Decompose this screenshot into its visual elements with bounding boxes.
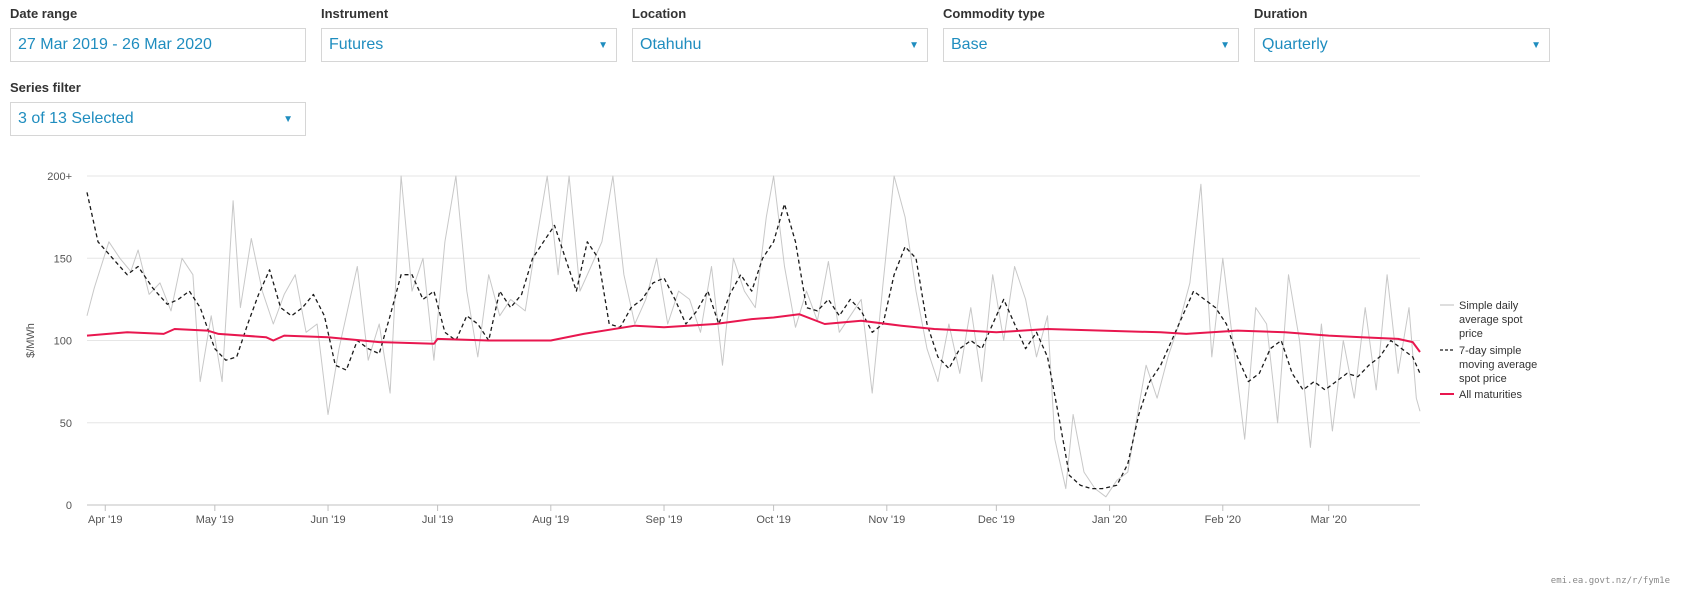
location-select[interactable]: Otahuhu ▼ [632, 28, 928, 62]
series-filter-select[interactable]: 3 of 13 Selected ▼ [10, 102, 306, 136]
y-tick-label: 0 [66, 500, 72, 512]
x-tick-label: May '19 [196, 514, 234, 526]
filter-value: Quarterly [1262, 36, 1328, 53]
filter-label: Instrument [321, 6, 389, 21]
instrument-filter: Instrument Futures ▼ [321, 2, 617, 62]
x-tick-label: Feb '20 [1205, 514, 1241, 526]
legend-label-line: Simple daily [1459, 300, 1519, 312]
chevron-down-icon: ▼ [598, 39, 608, 51]
commodity-type-select[interactable]: Base ▼ [943, 28, 1239, 62]
chevron-down-icon: ▼ [1220, 39, 1230, 51]
x-tick-label: Mar '20 [1311, 514, 1347, 526]
filter-value: Otahuhu [640, 36, 702, 53]
filter-value: Base [951, 36, 988, 53]
x-tick-label: Dec '19 [978, 514, 1015, 526]
filter-label: Duration [1254, 6, 1308, 21]
filter-label: Date range [10, 6, 78, 21]
legend-7day-moving-average-label: 7-day simple moving average spot price [1459, 345, 1537, 385]
x-tick-label: Apr '19 [88, 514, 123, 526]
x-tick-label: Nov '19 [868, 514, 905, 526]
x-tick-label: Oct '19 [756, 514, 791, 526]
x-tick-label: Jul '19 [422, 514, 453, 526]
filter-value: Futures [329, 36, 384, 53]
legend-label-line: price [1459, 328, 1483, 340]
date-range-input[interactable]: 27 Mar 2019 - 26 Mar 2020 [10, 28, 306, 62]
y-tick-label: 150 [54, 253, 72, 265]
commodity-type-filter: Commodity type Base ▼ [943, 2, 1239, 62]
duration-select[interactable]: Quarterly ▼ [1254, 28, 1550, 62]
instrument-select[interactable]: Futures ▼ [321, 28, 617, 62]
legend-label-line: 7-day simple [1459, 345, 1521, 357]
x-tick-label: Jan '20 [1092, 514, 1127, 526]
y-axis-label: $/MWh [25, 323, 37, 358]
x-tick-label: Aug '19 [532, 514, 569, 526]
filter-value: 27 Mar 2019 - 26 Mar 2020 [18, 36, 212, 53]
date-range-filter: Date range 27 Mar 2019 - 26 Mar 2020 [10, 2, 306, 62]
chevron-down-icon: ▼ [283, 113, 293, 125]
legend-label-line: spot price [1459, 373, 1507, 385]
series-all-maturities-line [86, 313, 1421, 353]
chevron-down-icon: ▼ [909, 39, 919, 51]
legend-all-maturities-label: All maturities [1459, 389, 1522, 401]
y-tick-label: 100 [54, 336, 72, 348]
filter-label: Location [632, 6, 687, 21]
x-tick-label: Sep '19 [646, 514, 683, 526]
legend-label-line: average spot [1459, 314, 1523, 326]
chevron-down-icon: ▼ [1531, 39, 1541, 51]
filter-label: Commodity type [943, 6, 1045, 21]
series-filter: Series filter 3 of 13 Selected ▼ [10, 76, 306, 136]
y-tick-label: 200+ [47, 171, 72, 183]
x-tick-label: Jun '19 [310, 514, 345, 526]
legend-label-line: All maturities [1459, 389, 1522, 401]
y-tick-label: 50 [60, 418, 72, 430]
filter-label: Series filter [10, 80, 81, 95]
duration-filter: Duration Quarterly ▼ [1254, 2, 1550, 62]
series-daily-average-spot-line [86, 175, 1421, 498]
legend-daily-average-label: Simple daily average spot price [1459, 300, 1523, 340]
source-url[interactable]: emi.ea.govt.nz/r/fym1e [1550, 576, 1670, 586]
legend-label-line: moving average [1459, 359, 1537, 371]
location-filter: Location Otahuhu ▼ [632, 2, 928, 62]
series-7day-moving-average-line [86, 192, 1421, 490]
filter-value: 3 of 13 Selected [18, 110, 134, 127]
